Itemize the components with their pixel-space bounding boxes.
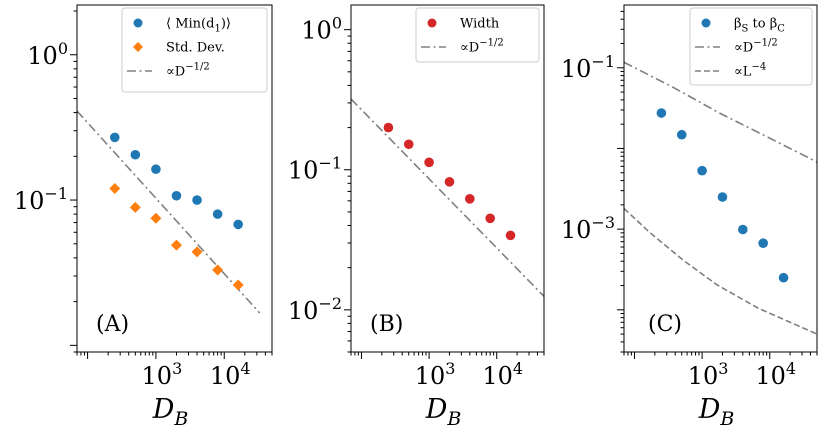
data-point: [778, 272, 789, 283]
x-tick-label: 103: [688, 359, 729, 390]
panel-b: 103 104 100 10−1 10−2 DB (B) Width ∝D−1/2: [288, 4, 545, 430]
panel-c: 103 104 10−1 10−3 DB (C) βS to βC ∝D−1/2 ∝L−4: [561, 4, 818, 430]
data-point: [109, 132, 120, 143]
data-point: [444, 177, 455, 187]
l-minus-four-line: [624, 207, 817, 335]
d-half-power-line: [351, 98, 544, 297]
y-tick-label: 10−2: [288, 294, 342, 325]
data-point: [424, 157, 434, 168]
data-point: [212, 209, 223, 219]
panel-a: 103 104 100 10−1 DB (A) ⟨ Min(d1)⟩ Std. Dev. ∝D−…: [14, 4, 273, 430]
axes-frame: [76, 4, 273, 353]
legend-marker: [701, 18, 711, 28]
x-axis-label: DB: [152, 394, 189, 430]
data-point: [697, 165, 707, 176]
legend-label: ∝D−1/2: [166, 62, 210, 80]
data-point-diamond: [109, 183, 121, 195]
legend-marker: [133, 42, 143, 52]
plot-area: [624, 61, 817, 335]
legend-label: ⟨ Min(d1)⟩: [166, 17, 231, 35]
legend-label: βS to βC: [734, 17, 785, 35]
legend: βS to βC ∝D−1/2 ∝L−4: [689, 7, 813, 86]
x-tick-label: 104: [755, 359, 796, 390]
legend-label: ∝D−1/2: [734, 38, 778, 56]
y-tick-label: 10−3: [561, 213, 615, 244]
axes-frame: [623, 4, 818, 353]
plot-area: [351, 98, 544, 297]
data-point: [758, 238, 768, 248]
data-point-diamond: [232, 279, 244, 291]
legend-marker: [133, 18, 143, 28]
x-tick-label: 103: [142, 359, 183, 390]
x-axis-label: DB: [698, 394, 735, 430]
axes-frame: [350, 4, 545, 353]
data-point-diamond: [150, 212, 162, 224]
panel-label: (B): [370, 312, 403, 337]
y-tick-label: 100: [301, 14, 342, 45]
data-point: [738, 224, 748, 235]
d-half-power-line: [77, 110, 261, 314]
panel-label: (A): [96, 312, 129, 337]
legend-label: Std. Dev.: [166, 41, 225, 56]
legend-marker: [427, 18, 437, 28]
legend-label: ∝D−1/2: [460, 38, 504, 56]
y-tick-label: 10−1: [14, 184, 68, 215]
data-point: [505, 230, 516, 241]
data-point-diamond: [170, 239, 182, 251]
data-point-diamond: [212, 264, 224, 276]
x-axis-label: DB: [425, 394, 462, 430]
x-tick-label: 104: [210, 359, 251, 390]
legend: Width ∝D−1/2: [415, 7, 540, 63]
x-tick-label: 104: [482, 359, 523, 390]
d-half-power-line: [624, 61, 817, 163]
y-tick-label: 100: [27, 39, 68, 70]
legend: ⟨ Min(d1)⟩ Std. Dev. ∝D−1/2: [121, 7, 268, 93]
data-point: [130, 149, 141, 160]
data-point: [151, 164, 161, 175]
data-point-diamond: [191, 246, 203, 258]
data-point: [171, 190, 182, 201]
legend-label: Width: [460, 17, 500, 32]
data-point-diamond: [129, 201, 141, 213]
data-point: [403, 139, 414, 150]
data-point: [656, 108, 667, 118]
data-point: [383, 122, 394, 133]
y-tick-label: 10−1: [288, 154, 342, 185]
data-point: [465, 194, 475, 204]
y-tick-label: 10−1: [561, 52, 615, 83]
data-point: [192, 195, 202, 205]
x-tick-label: 103: [415, 359, 456, 390]
data-point: [717, 192, 728, 202]
panel-label: (C): [648, 312, 682, 337]
data-point: [676, 129, 687, 140]
plot-area: [77, 110, 261, 314]
data-point: [485, 213, 495, 224]
legend-label: ∝L−4: [734, 62, 766, 80]
data-point: [233, 219, 243, 230]
